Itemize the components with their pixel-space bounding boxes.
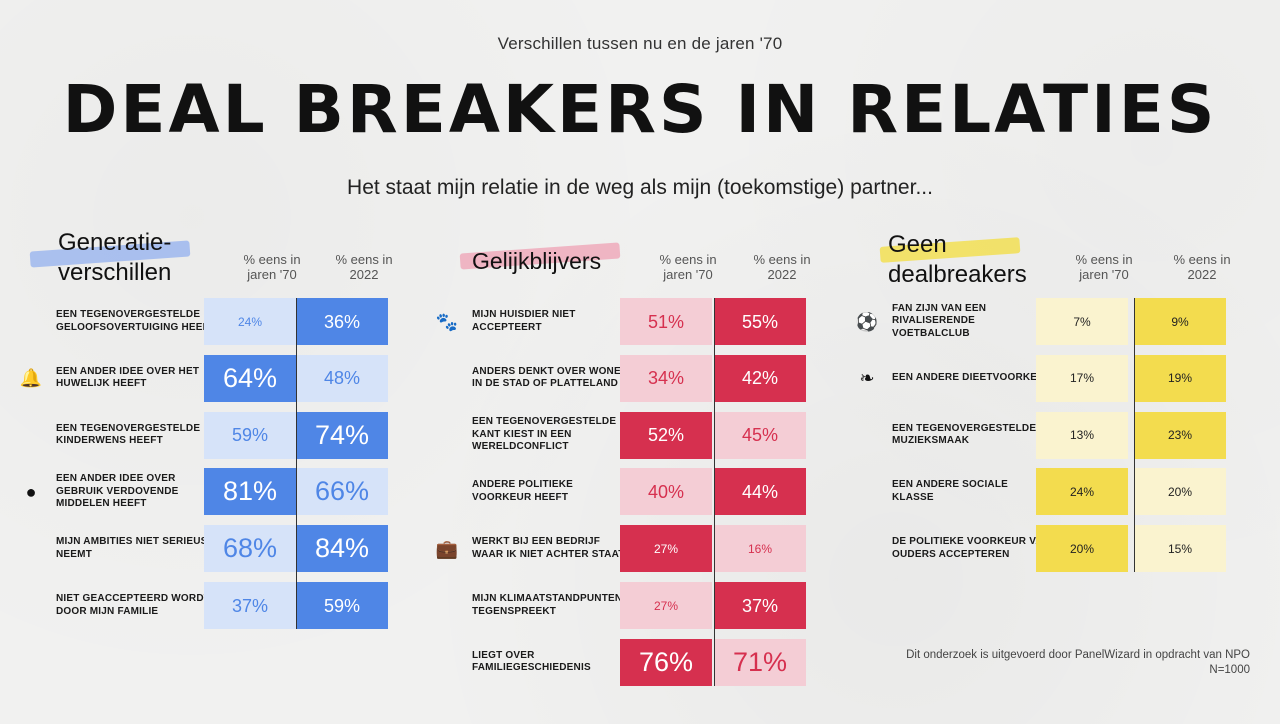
row-label: EEN TEGENOVERGESTELDE KINDERWENS HEEFT <box>56 422 201 447</box>
cell-2022: 42% <box>714 354 806 402</box>
cell-jaren70: 76% <box>620 638 712 686</box>
footnote-source: Dit onderzoek is uitgevoerd door PanelWi… <box>906 649 1250 661</box>
row-label: FAN ZIJN VAN EEN RIVALISERENDE VOETBALCL… <box>892 302 987 339</box>
wedding-bells-icon: 🔔 <box>19 368 43 389</box>
row-label: EEN TEGENOVERGESTELDE MUZIEKSMAAK <box>892 422 1037 447</box>
cell-2022: 9% <box>1134 298 1226 345</box>
cell-2022: 37% <box>714 582 806 629</box>
cell-2022: 15% <box>1134 525 1226 573</box>
cell-jaren70: 59% <box>204 411 296 459</box>
cell-jaren70: 27% <box>620 525 712 573</box>
kicker: Verschillen tussen nu en de jaren '70 <box>497 34 783 53</box>
row-label: EEN ANDER IDEE OVER HET HUWELIJK HEEFT <box>56 365 200 390</box>
cell-2022: 16% <box>714 525 806 573</box>
pills-icon: ● <box>25 481 37 502</box>
row-label: MIJN HUISDIER NIET ACCEPTEERT <box>472 309 576 333</box>
table-row: EEN TEGENOVERGESTELDE MUZIEKSMAAK 13% 23% <box>858 411 1248 459</box>
cell-jaren70: 34% <box>620 354 712 402</box>
table-row: ⚽ FAN ZIJN VAN EEN RIVALISERENDE VOETBALC… <box>855 298 1248 345</box>
table-row: ANDERE POLITIEKE VOORKEUR HEEFT 40% 44% <box>438 468 828 516</box>
row-label: WERKT BIJ EEN BEDRIJF WAAR IK NIET ACHTE… <box>472 536 625 560</box>
column-divider <box>713 298 715 686</box>
soccer-ball-icon: ⚽ <box>855 311 879 332</box>
table-row: ❧ EEN ANDERE DIEETVOORKEUR 17% 19% <box>858 354 1248 402</box>
footnote-sample-size: N=1000 <box>1209 664 1250 676</box>
cell-jaren70: 64% <box>204 354 296 402</box>
cell-jaren70: 20% <box>1036 525 1128 573</box>
table-row: 🐾 MIJN HUISDIER NIET ACCEPTEERT 51% 55% <box>435 298 828 345</box>
section-title: Geen dealbreakers <box>888 231 1027 288</box>
column-header-2022: % eens in 2022 <box>1173 252 1231 282</box>
cell-jaren70: 7% <box>1036 298 1128 345</box>
row-label: EEN ANDERE SOCIALE KLASSE <box>892 479 1009 503</box>
cell-2022: 59% <box>296 582 388 629</box>
table-row: MIJN AMBITIES NIET SERIEUS NEEMT 68% 84% <box>22 525 410 573</box>
table-row: EEN ANDERE SOCIALE KLASSE 24% 20% <box>858 468 1248 516</box>
column-header-2022: % eens in 2022 <box>753 252 811 282</box>
table-row: ANDERS DENKT OVER WONEN IN DE STAD OF PL… <box>438 354 828 402</box>
table-row: LIEGT OVER FAMILIEGESCHIEDENIS 76% 71% <box>438 638 828 686</box>
cell-2022: 48% <box>296 354 388 402</box>
cell-2022: 71% <box>714 638 806 686</box>
subtitle: Het staat mijn relatie in de weg als mij… <box>347 176 933 199</box>
cell-2022: 74% <box>296 411 388 459</box>
table-row: 💼 WERKT BIJ EEN BEDRIJF WAAR IK NIET ACHT… <box>435 525 828 573</box>
cell-2022: 36% <box>296 298 388 345</box>
row-label: NIET GEACCEPTEERD WORDT DOOR MIJN FAMILI… <box>56 593 211 617</box>
row-label: EEN ANDERE DIEETVOORKEUR <box>892 372 1053 384</box>
row-label: MIJN AMBITIES NIET SERIEUS NEEMT <box>56 536 208 560</box>
column-header-jaren70: % eens in jaren '70 <box>243 252 301 282</box>
row-label: ANDERE POLITIEKE VOORKEUR HEEFT <box>472 479 573 503</box>
table-row: ● EEN ANDER IDEE OVER GEBRUIK VERDOVENDE … <box>22 468 410 516</box>
cell-jaren70: 37% <box>204 582 296 629</box>
table-row: DE POLITIEKE VOORKEUR VAN OUDERS ACCEPTE… <box>858 525 1248 573</box>
table-row: 🔔 EEN ANDER IDEE OVER HET HUWELIJK HEEFT 6… <box>19 354 410 402</box>
column-header-jaren70: % eens in jaren '70 <box>659 252 717 282</box>
cell-jaren70: 40% <box>620 468 712 516</box>
table-row: EEN TEGENOVERGESTELDE KINDERWENS HEEFT 59… <box>22 411 410 459</box>
cell-2022: 45% <box>714 411 806 459</box>
cell-2022: 84% <box>296 525 388 573</box>
table-row: EEN TEGENOVERGESTELDE KANT KIEST IN EEN … <box>438 411 828 459</box>
footnote: Dit onderzoek is uitgevoerd door PanelWi… <box>906 648 1250 678</box>
cell-jaren70: 24% <box>204 298 296 345</box>
row-label: EEN TEGENOVERGESTELDE GELOOFSOVERTUIGING… <box>56 309 216 333</box>
section-title: Generatie- verschillen <box>58 229 172 286</box>
section-title: Gelijkblijvers <box>472 248 602 274</box>
cell-2022: 44% <box>714 468 806 516</box>
table-row: EEN TEGENOVERGESTELDE GELOOFSOVERTUIGING… <box>22 298 410 345</box>
table-row: MIJN KLIMAATSTANDPUNTEN TEGENSPREEKT 27% 3… <box>438 582 828 629</box>
row-label: MIJN KLIMAATSTANDPUNTEN TEGENSPREEKT <box>472 593 623 617</box>
briefcase-icon: 💼 <box>435 538 459 559</box>
cell-jaren70: 13% <box>1036 411 1128 459</box>
row-label: EEN ANDER IDEE OVER GEBRUIK VERDOVENDE M… <box>56 473 179 510</box>
row-label: DE POLITIEKE VOORKEUR VAN OUDERS ACCEPTE… <box>892 536 1051 560</box>
cell-2022: 23% <box>1134 411 1226 459</box>
cell-jaren70: 52% <box>620 411 712 459</box>
cell-jaren70: 51% <box>620 298 712 345</box>
leaf-icon: ❧ <box>859 368 875 389</box>
paw-icon: 🐾 <box>435 311 459 332</box>
cell-jaren70: 27% <box>620 582 712 629</box>
main-title: DEAL BREAKERS IN RELATIES <box>62 71 1218 148</box>
cell-2022: 66% <box>296 468 388 516</box>
cell-jaren70: 68% <box>204 525 296 573</box>
column-divider <box>295 298 297 629</box>
row-label: LIEGT OVER FAMILIEGESCHIEDENIS <box>472 649 591 674</box>
cell-jaren70: 24% <box>1036 468 1128 516</box>
cell-2022: 55% <box>714 298 806 345</box>
cell-2022: 19% <box>1134 354 1226 402</box>
column-header-2022: % eens in 2022 <box>335 252 393 282</box>
cell-jaren70: 17% <box>1036 354 1128 402</box>
cell-2022: 20% <box>1134 468 1226 516</box>
table-row: NIET GEACCEPTEERD WORDT DOOR MIJN FAMILI… <box>22 582 410 629</box>
row-label: ANDERS DENKT OVER WONEN IN DE STAD OF PL… <box>472 365 629 390</box>
row-label: EEN TEGENOVERGESTELDE KANT KIEST IN EEN … <box>472 416 617 453</box>
cell-jaren70: 81% <box>204 468 296 516</box>
column-header-jaren70: % eens in jaren '70 <box>1075 252 1133 282</box>
column-divider <box>1133 298 1135 573</box>
